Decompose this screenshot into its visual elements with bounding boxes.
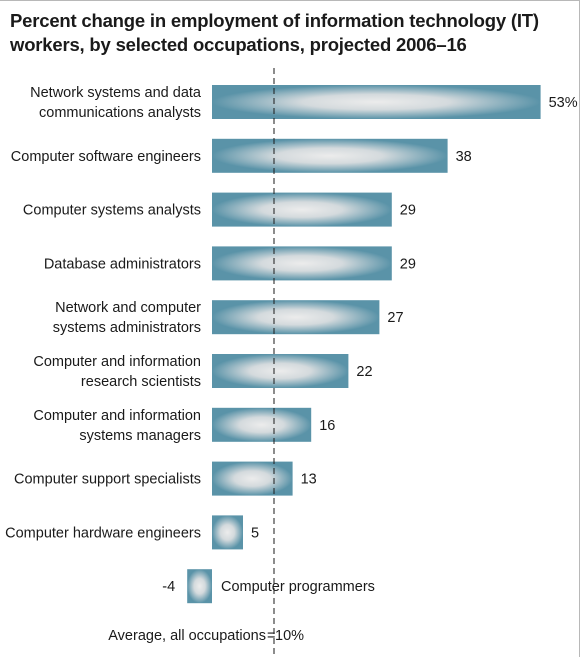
bar bbox=[212, 407, 312, 442]
value-label: 27 bbox=[387, 310, 403, 326]
value-label: -4 bbox=[162, 579, 175, 595]
category-label: Database administrators bbox=[44, 256, 201, 272]
value-label: 22 bbox=[356, 364, 372, 380]
category-label: Network systems and data communications a… bbox=[30, 85, 202, 121]
value-label: 53% bbox=[549, 95, 578, 111]
value-label: 5 bbox=[251, 525, 259, 541]
category-label: Computer programmers bbox=[221, 579, 375, 595]
bar bbox=[187, 569, 212, 604]
bar bbox=[212, 300, 380, 335]
chart-title: Percent change in employment of informat… bbox=[10, 9, 570, 57]
value-label: 13 bbox=[301, 472, 317, 488]
value-label: 29 bbox=[400, 256, 416, 272]
category-label: Computer software engineers bbox=[11, 149, 201, 165]
bar bbox=[212, 246, 392, 281]
chart-title-line-1: Percent change in employment of informat… bbox=[10, 10, 539, 31]
average-value: 10% bbox=[275, 628, 305, 644]
value-label: 16 bbox=[319, 418, 335, 434]
bar bbox=[212, 85, 541, 119]
value-label: 38 bbox=[456, 149, 472, 165]
bar bbox=[212, 138, 448, 173]
category-label: Computer and information systems managers bbox=[33, 408, 201, 444]
category-label: Computer support specialists bbox=[14, 472, 201, 488]
chart-title-line-2: workers, by selected occupations, projec… bbox=[10, 34, 467, 55]
bar bbox=[212, 515, 243, 550]
category-label: Network and computer systems administrato… bbox=[53, 300, 201, 336]
category-label: Computer and information research scienti… bbox=[33, 354, 201, 390]
bar bbox=[212, 354, 349, 388]
labels-layer: Network systems and data communications a… bbox=[5, 85, 578, 595]
bar bbox=[212, 461, 293, 496]
value-label: 29 bbox=[400, 203, 416, 219]
category-label: Computer hardware engineers bbox=[5, 525, 201, 541]
bar bbox=[212, 192, 392, 227]
category-label: Computer systems analysts bbox=[23, 203, 201, 219]
average-label: Average, all occupations bbox=[108, 628, 266, 644]
average-separator: = bbox=[267, 628, 276, 644]
bars-layer bbox=[187, 85, 541, 604]
